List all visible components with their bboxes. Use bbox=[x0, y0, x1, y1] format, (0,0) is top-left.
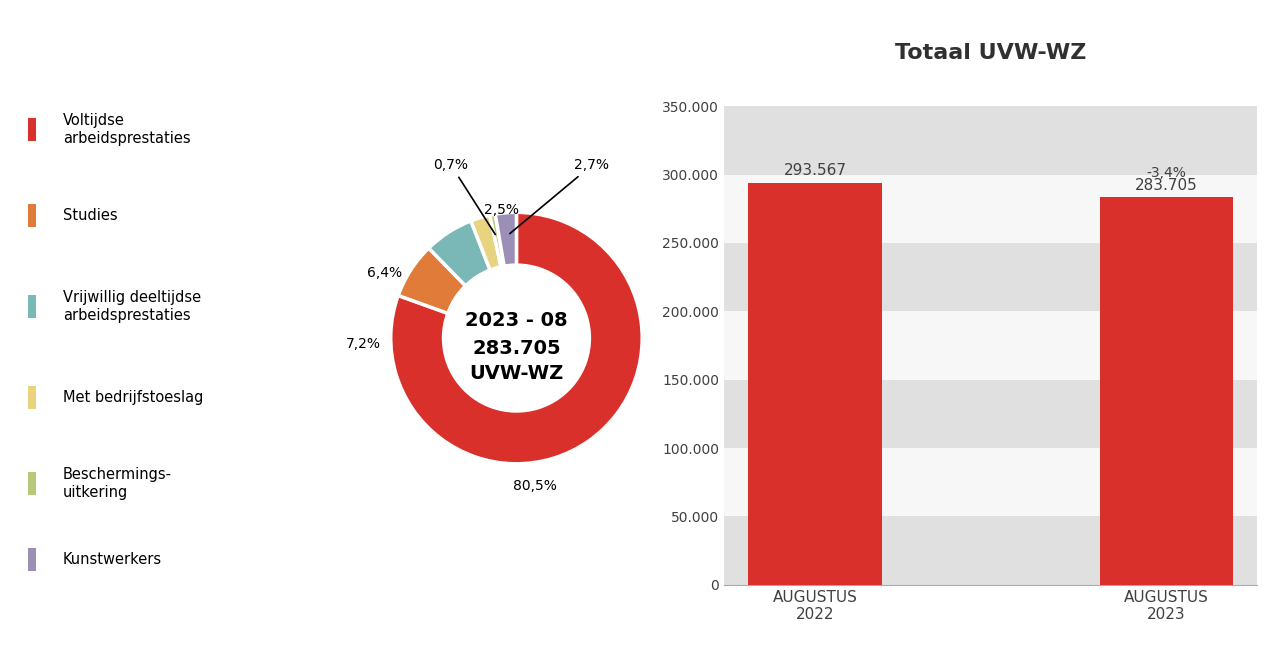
Wedge shape bbox=[429, 221, 490, 286]
Text: 6,4%: 6,4% bbox=[367, 265, 403, 280]
Bar bbox=[28, 386, 36, 409]
Text: Vrijwillig deeltijdse
arbeidsprestaties: Vrijwillig deeltijdse arbeidsprestaties bbox=[64, 290, 201, 323]
Bar bbox=[724, 380, 1257, 448]
Text: UVW-WZ: UVW-WZ bbox=[470, 364, 564, 383]
Bar bbox=[28, 118, 36, 141]
Text: 283.705: 283.705 bbox=[472, 338, 561, 357]
Text: Studies: Studies bbox=[64, 208, 118, 223]
Text: Voltijdse
arbeidsprestaties: Voltijdse arbeidsprestaties bbox=[64, 112, 190, 147]
Text: Met bedrijfstoeslag: Met bedrijfstoeslag bbox=[64, 390, 203, 405]
Title: Totaal UVW-WZ: Totaal UVW-WZ bbox=[895, 43, 1086, 63]
Text: 80,5%: 80,5% bbox=[513, 480, 558, 493]
Text: -3,4%: -3,4% bbox=[1147, 166, 1186, 181]
Bar bbox=[724, 516, 1257, 585]
Bar bbox=[724, 175, 1257, 243]
Text: 2023 - 08: 2023 - 08 bbox=[465, 311, 568, 330]
Bar bbox=[1100, 197, 1233, 585]
Bar bbox=[724, 243, 1257, 311]
Text: Beschermings-
uitkering: Beschermings- uitkering bbox=[64, 466, 171, 501]
Wedge shape bbox=[495, 212, 517, 266]
Wedge shape bbox=[391, 212, 643, 464]
Bar bbox=[724, 311, 1257, 380]
Text: 2,7%: 2,7% bbox=[509, 158, 610, 234]
Bar bbox=[724, 448, 1257, 516]
Bar bbox=[28, 204, 36, 227]
Bar bbox=[748, 183, 881, 585]
Text: Kunstwerkers: Kunstwerkers bbox=[64, 552, 163, 567]
Text: 7,2%: 7,2% bbox=[345, 337, 381, 351]
Bar bbox=[28, 548, 36, 571]
Text: 2,5%: 2,5% bbox=[484, 203, 519, 217]
Text: 283.705: 283.705 bbox=[1135, 178, 1198, 193]
Bar bbox=[28, 472, 36, 495]
Bar bbox=[724, 106, 1257, 175]
Wedge shape bbox=[471, 215, 500, 270]
Wedge shape bbox=[490, 214, 504, 267]
Text: 293.567: 293.567 bbox=[784, 163, 846, 178]
Wedge shape bbox=[399, 248, 466, 313]
Bar bbox=[28, 295, 36, 318]
Text: 0,7%: 0,7% bbox=[433, 158, 495, 235]
